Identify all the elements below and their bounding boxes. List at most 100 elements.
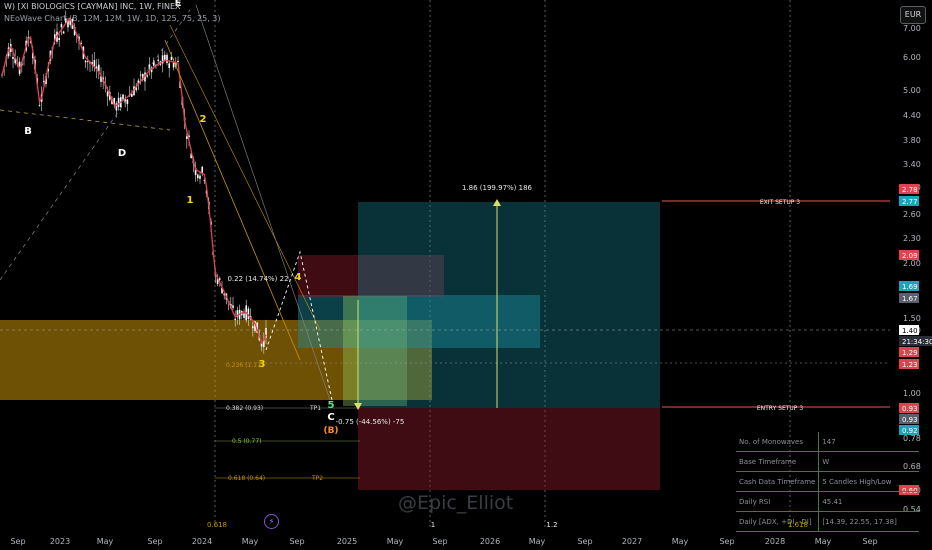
price-tick: 5.00 (903, 86, 921, 95)
wave-label-1: E (175, 0, 182, 9)
time-tick: Sep (10, 537, 25, 546)
time-tick: Sep (719, 537, 734, 546)
stats-row: No. of Monowaves 147 (736, 432, 919, 452)
candle-body (12, 56, 14, 59)
stats-key: Cash Data Timeframe (736, 471, 820, 492)
stats-row: Cash Data Timeframe 5 Candles High/Low (736, 471, 919, 492)
time-tick: 2025 (337, 537, 357, 546)
price-badge-text: 0.93 (902, 416, 918, 424)
candle-body (201, 166, 203, 173)
price-tick: 7.00 (903, 24, 921, 33)
price-tick: 2.60 (903, 210, 921, 219)
candle-body (135, 86, 137, 91)
time-tick: Sep (862, 537, 877, 546)
candle-body (23, 56, 25, 58)
candle-body (166, 54, 168, 63)
price-badge-text: 21:34:30 (902, 338, 932, 346)
fib-zone (0, 320, 432, 400)
candle-body (100, 76, 102, 82)
candle-body (84, 60, 87, 63)
price-badge (899, 414, 919, 424)
candle-body (263, 338, 265, 347)
fib-label: TP2 (311, 475, 323, 482)
time-tick: May (672, 537, 689, 546)
candle-body (161, 55, 164, 64)
position-zones (0, 202, 660, 490)
stats-row: Daily [ADX, +DI, -DI] [14.39, 22.55, 17.3… (736, 511, 919, 532)
price-badge-text: 0.93 (902, 405, 918, 413)
channel-line-lower (169, 24, 321, 331)
candle-body (137, 80, 140, 85)
candle-body (91, 62, 93, 65)
currency-selector[interactable]: EUR (900, 6, 926, 24)
price-badge-text: 1.29 (902, 349, 918, 357)
stats-value: 5 Candles High/Low (818, 471, 919, 492)
price-badge (899, 184, 919, 194)
candle-body (234, 318, 236, 321)
stats-key: No. of Monowaves (736, 432, 820, 452)
candle-body (219, 278, 221, 280)
stats-value: 45.41 (818, 491, 919, 512)
projection-line (195, 4, 331, 401)
time-tick: May (815, 537, 832, 546)
candle-body (69, 20, 71, 25)
time-tick: May (387, 537, 404, 546)
price-tick: 2.00 (903, 259, 921, 268)
price-badge (899, 403, 919, 413)
candle-body (113, 98, 115, 105)
price-badge (899, 196, 919, 206)
candle-body (146, 75, 148, 77)
candle-body (265, 328, 267, 338)
time-tick: May (529, 537, 546, 546)
candle-body (93, 60, 96, 68)
candle-body (148, 64, 151, 69)
candle-body (256, 322, 258, 333)
target-arrow-head (493, 199, 501, 206)
wave-label-3: D (118, 148, 126, 159)
price-tick: 1.00 (903, 389, 921, 398)
candle-body (124, 98, 126, 103)
candle-body (216, 278, 219, 285)
wave-label-7: 3 (259, 359, 266, 370)
candle-body (67, 20, 69, 28)
price-badge (899, 359, 919, 369)
lightning-icon[interactable]: ⚡ (264, 514, 279, 529)
candle-body (54, 34, 56, 41)
stats-row: Base Timeframe W (736, 451, 919, 472)
indicator-legend[interactable]: NEoWave Chart (B, 12M, 12M, 1W, 1D, 125,… (4, 14, 221, 23)
candle-body (122, 94, 124, 100)
fib-label: 0.618 (0.64) (228, 475, 265, 482)
wave-label-10: (B) (323, 426, 338, 436)
price-tick: 6.00 (903, 53, 921, 62)
candle-body (62, 31, 65, 34)
time-tick: Sep (432, 537, 447, 546)
candle-body (111, 99, 113, 105)
time-tick: Sep (147, 537, 162, 546)
price-badge-text: 1.67 (902, 295, 918, 303)
wave-label-8: 5 (328, 400, 335, 411)
candle-body (194, 168, 197, 175)
price-badge-text: 2.78 (902, 186, 918, 194)
wave-label-4: 2 (200, 114, 207, 125)
price-badge (899, 250, 919, 260)
long-profit-zone-small (298, 295, 540, 348)
price-tick: 3.80 (903, 136, 921, 145)
wave-label-5: 1 (187, 195, 194, 206)
candle-body (252, 326, 254, 329)
candle-body (157, 59, 159, 61)
candle-body (139, 74, 142, 76)
time-tick: 2028 (765, 537, 785, 546)
wave-label-2: B (24, 126, 32, 137)
entry-setup-label: ENTRY SETUP 3 (757, 405, 803, 412)
bottom-fib-label: 1.2 (546, 521, 557, 529)
candle-body (126, 99, 129, 105)
price-badge-text: 1.40 (902, 327, 918, 335)
time-tick: 2027 (622, 537, 642, 546)
price-badge (899, 281, 919, 291)
candle-body (131, 93, 133, 97)
candle-body (133, 86, 135, 96)
candle-body (254, 321, 256, 332)
stats-table: No. of Monowaves 147 Base Timeframe W Cash D… (736, 432, 919, 532)
time-tick: May (242, 537, 259, 546)
